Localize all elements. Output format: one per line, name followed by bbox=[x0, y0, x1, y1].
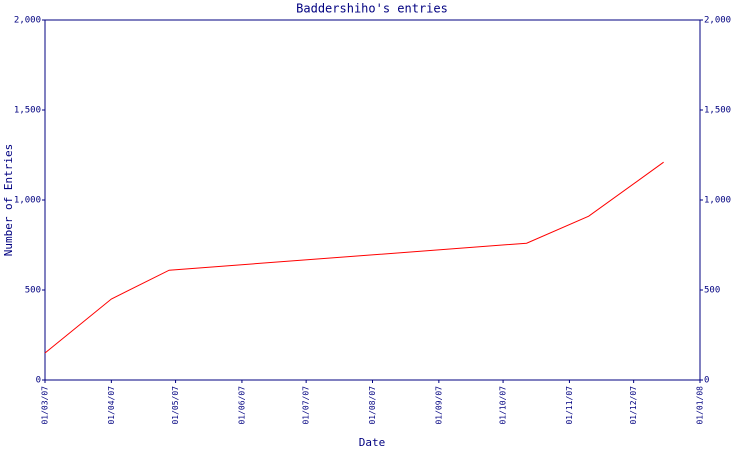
y2-tick-label: 2,000 bbox=[704, 16, 731, 26]
x-tick-label: 01/09/07 bbox=[434, 386, 443, 425]
x-tick-label: 01/10/07 bbox=[499, 386, 508, 425]
x-tick-label: 01/06/07 bbox=[237, 386, 246, 425]
x-tick-label: 01/11/07 bbox=[565, 386, 574, 425]
x-tick-label: 01/01/08 bbox=[696, 386, 705, 425]
y-tick-label: 2,000 bbox=[14, 16, 41, 26]
y-tick-label: 500 bbox=[25, 286, 41, 296]
y2-tick-label: 0 bbox=[704, 376, 709, 386]
x-tick-label: 01/04/07 bbox=[107, 386, 116, 425]
x-tick-label: 01/05/07 bbox=[171, 386, 180, 425]
y-tick-label: 0 bbox=[36, 376, 41, 386]
x-tick-label: 01/07/07 bbox=[302, 386, 311, 425]
y2-tick-label: 1,000 bbox=[704, 196, 731, 206]
x-tick-label: 01/08/07 bbox=[368, 386, 377, 425]
x-axis-label: Date bbox=[359, 436, 386, 449]
chart-title: Baddershiho's entries bbox=[296, 2, 448, 16]
x-tick-label: 01/03/07 bbox=[41, 386, 50, 425]
plot-frame bbox=[44, 19, 701, 381]
y-tick-label: 1,000 bbox=[14, 196, 41, 206]
x-tick-label: 01/12/07 bbox=[629, 386, 638, 425]
y2-tick-label: 500 bbox=[704, 286, 720, 296]
data-line bbox=[44, 161, 664, 354]
y-tick-label: 1,500 bbox=[14, 106, 41, 116]
y-axis-label: Number of Entries bbox=[2, 144, 15, 257]
y2-tick-label: 1,500 bbox=[704, 106, 731, 116]
